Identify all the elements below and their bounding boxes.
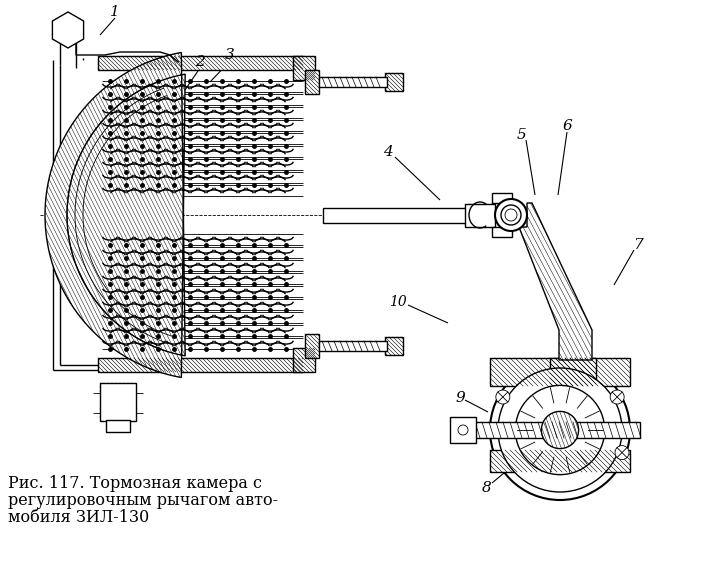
Bar [490,450,630,472]
Bar [465,204,473,227]
Bar [487,204,495,227]
Bar [470,422,640,438]
Circle shape [495,199,527,231]
Circle shape [610,390,624,404]
Bar [385,73,403,91]
Bar [100,409,136,421]
Text: 4: 4 [383,145,393,159]
Text: 10: 10 [389,295,407,309]
Text: 6: 6 [562,119,572,133]
Bar [100,383,136,395]
Text: мобиля ЗИЛ-130: мобиля ЗИЛ-130 [8,509,149,526]
Bar [305,70,319,94]
Bar [100,383,136,421]
Polygon shape [519,203,592,360]
Bar [319,341,387,351]
Bar [319,77,387,87]
Circle shape [458,425,468,435]
Bar [450,417,476,443]
Bar [550,358,596,386]
Text: 1: 1 [110,5,120,19]
Text: Рис. 117. Тормозная камера с: Рис. 117. Тормозная камера с [8,475,262,492]
Text: 5: 5 [517,128,527,142]
Bar [323,208,490,223]
Bar [492,227,512,237]
Text: 3: 3 [225,48,235,62]
Bar [305,334,319,358]
Polygon shape [45,53,185,378]
Circle shape [490,360,630,500]
Text: 9: 9 [455,391,465,405]
Text: 7: 7 [633,238,643,252]
Bar [293,56,315,80]
Bar [98,56,303,70]
Bar [385,337,403,355]
Circle shape [496,390,510,404]
Circle shape [501,205,521,225]
Circle shape [541,411,579,449]
Text: регулировочным рычагом авто-: регулировочным рычагом авто- [8,492,278,509]
Polygon shape [53,12,84,48]
Bar [98,358,303,372]
Bar [465,204,495,227]
Text: 2: 2 [195,55,205,69]
Bar [492,193,512,203]
Bar [490,358,630,386]
Bar [293,348,315,372]
Circle shape [505,209,517,221]
Bar [58,22,78,38]
Circle shape [615,446,629,460]
Circle shape [498,368,622,492]
Circle shape [516,386,605,474]
Text: 8: 8 [482,481,492,495]
Bar [106,420,130,432]
